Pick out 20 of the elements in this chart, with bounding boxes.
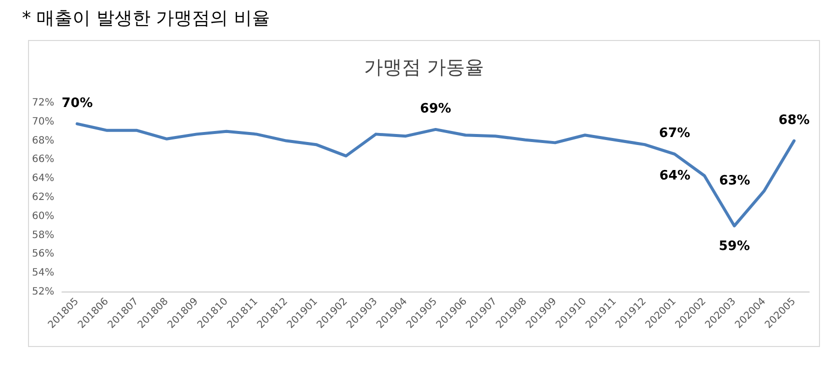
data-label: 69% — [420, 101, 452, 116]
data-label: 70% — [62, 96, 93, 111]
y-tick-label: 68% — [32, 135, 54, 146]
y-tick-label: 52% — [32, 286, 54, 298]
data-label: 63% — [719, 173, 750, 188]
data-label: 59% — [718, 238, 750, 254]
data-label: 64% — [659, 168, 690, 184]
y-tick-label: 72% — [32, 98, 54, 108]
y-tick-label: 66% — [32, 154, 54, 166]
text: * 매출이 발생한 가맹점의 비율 — [22, 7, 270, 30]
y-tick-label: 60% — [32, 210, 54, 222]
y-tick-label: 56% — [32, 248, 54, 260]
data-label: 68% — [778, 112, 810, 128]
data-label: 67% — [659, 126, 690, 142]
y-tick-label: 54% — [32, 268, 54, 279]
chart-title: 가맹점 가동율 — [364, 56, 484, 78]
y-tick-label: 58% — [32, 230, 54, 241]
y-tick-label: 64% — [32, 173, 54, 184]
y-tick-label: 70% — [32, 116, 54, 128]
y-tick-label: 62% — [32, 192, 54, 203]
